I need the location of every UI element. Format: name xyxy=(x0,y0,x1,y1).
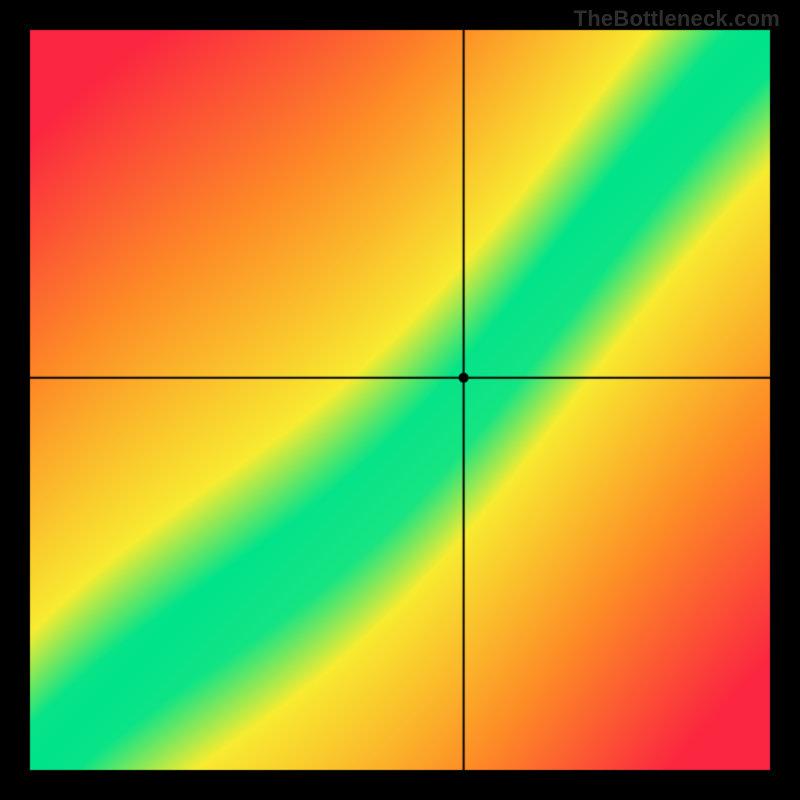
bottleneck-heatmap-canvas xyxy=(0,0,800,800)
watermark-text: TheBottleneck.com xyxy=(574,6,780,32)
chart-stage: TheBottleneck.com xyxy=(0,0,800,800)
